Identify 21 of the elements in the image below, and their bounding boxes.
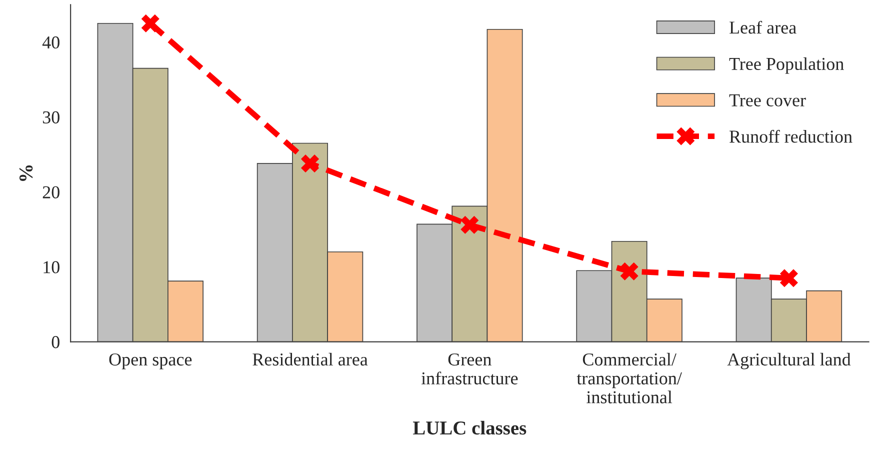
x-tick-label: Residential area (252, 352, 368, 366)
x-axis-title: LULC classes (413, 420, 526, 435)
legend-label: Runoff reduction (730, 130, 852, 143)
y-axis-title: % (19, 165, 33, 181)
legend-label: Tree Population (729, 57, 844, 74)
x-tick-label: Agricultural land (727, 352, 851, 370)
point (460, 216, 479, 234)
x-tick-label: Green infrastructure (421, 353, 518, 384)
y-tick-label: 20 (42, 186, 60, 198)
x-tick-label: Commercial/ transportation/ institutional (576, 352, 682, 404)
y-tick-label: 30 (42, 111, 60, 124)
y-tick-label: 10 (44, 261, 60, 274)
point (620, 262, 638, 280)
y-tick-label: 40 (42, 36, 60, 49)
x-tick-label: Open space (109, 353, 192, 370)
point (141, 14, 160, 32)
point (780, 269, 798, 288)
legend-label: Leaf area (730, 20, 796, 34)
y-tick-label: 0 (52, 336, 60, 348)
legend-label: Tree cover (729, 94, 806, 106)
point (300, 154, 320, 172)
